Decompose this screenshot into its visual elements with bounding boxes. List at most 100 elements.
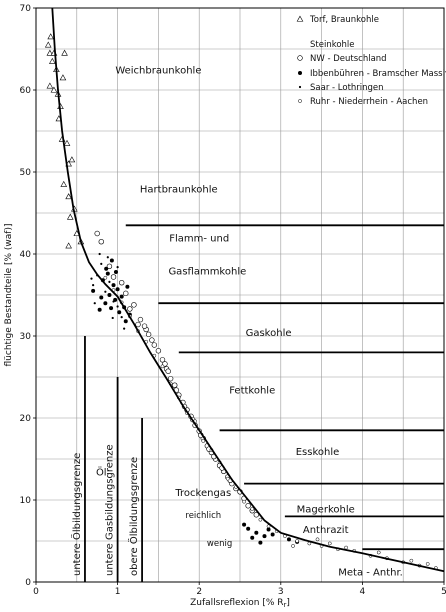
data-point-series-2 [105,271,110,276]
annotation-label: wenig [207,539,232,549]
rank-boundaries [125,224,444,551]
data-point-series-2 [111,283,116,288]
data-point-series-3 [98,252,101,256]
data-point-series-0 [46,82,54,89]
region-label: Gaskohle [246,328,292,339]
data-point-series-1 [94,230,100,237]
legend-marker [298,85,302,89]
data-point-series-1 [172,382,178,388]
data-point-series-4 [160,364,165,369]
data-point-series-2 [250,535,255,540]
legend-group-title: Steinkohle [310,40,355,50]
region-label: Anthrazit [303,525,349,536]
data-point-series-1 [118,280,125,286]
legend-entry-torf: Torf, Braunkohle [309,15,379,25]
data-point-series-4 [409,558,414,563]
data-point-series-3 [120,316,123,319]
x-axis-label: Zufallsreflexion [% Rr] [190,598,290,609]
data-point-series-1 [155,348,162,354]
data-point-series-2 [254,530,259,535]
data-point-series-1 [145,331,152,338]
data-point-series-2 [125,284,130,289]
plot-frame [35,7,445,583]
y-tick-label: 20 [20,414,32,424]
threshold-label: untere Gasbildungsgrenze [105,444,116,576]
data-point-series-3 [100,262,103,265]
threshold-label: untere Ölbildungsgrenze [70,453,83,576]
y-axis-label: flüchtige Bestandteile [% (waf)] [4,224,14,367]
trend-curve [51,7,445,573]
data-point-series-0 [44,41,52,48]
data-point-series-1 [151,342,158,348]
legend-entry-ibbenbuehren: Ibbenbühren - Bramscher Massiv [310,69,446,79]
data-point-series-4 [315,537,320,542]
region-label: Fettkohle [229,385,275,396]
data-point-series-0 [50,86,58,93]
x-tick-label: 5 [441,587,446,597]
data-point-series-2 [242,522,247,527]
data-point-series-1 [98,239,104,245]
data-point-series-2 [246,526,251,531]
generation-thresholds: untere Ölbildungsgrenze untere Gasbildung… [70,336,143,582]
data-point-series-1 [135,321,141,328]
data-point-series-3 [108,280,111,283]
annotation-label: reichlich [185,511,221,521]
data-point-series-4 [291,544,295,548]
data-point-series-0 [68,156,76,163]
data-point-series-4 [376,550,381,555]
data-point-series-2 [103,301,108,306]
data-point-series-3 [116,266,119,269]
data-point-series-3 [106,256,109,259]
data-point-series-2 [104,266,109,271]
data-point-series-2 [262,534,267,539]
region-label: Flamm- und [169,234,229,245]
region-label: Esskohle [296,447,340,458]
data-point-series-3 [123,327,126,330]
data-point-series-3 [111,316,114,320]
data-point-series-4 [327,541,332,546]
legend-marker [296,15,304,22]
data-point-series-3 [112,300,115,303]
data-point-series-4 [225,476,230,481]
data-point-series-1 [123,290,129,297]
legend-entry-saar: Saar - Lothringen [310,83,384,93]
x-tick-label: 1 [115,587,121,597]
data-point-series-1 [127,306,133,312]
region-label: Meta - Anthr. [338,567,403,578]
data-point-series-4 [295,539,299,543]
data-point-series-2 [270,532,275,537]
data-point-series-1 [141,323,148,329]
legend-markers [296,15,304,103]
region-label: Hartbraunkohle [140,185,218,196]
y-tick-label: 40 [20,250,32,260]
data-point-series-3 [104,290,107,293]
annotations: Öl Trockengas reichlich wenig [96,465,232,549]
data-point-series-2 [113,270,118,275]
y-tick-label: 70 [20,4,32,14]
y-tick-label: 50 [20,168,32,178]
region-label: Weichbraunkohle [115,66,201,77]
data-point-series-0 [65,242,72,249]
x-tick-label: 4 [360,587,366,597]
y-tick-label: 30 [20,332,32,342]
data-point-series-4 [250,507,255,511]
data-point-series-3 [90,277,93,280]
data-point-series-4 [344,545,348,550]
y-tick-label: 10 [20,496,32,506]
data-point-series-1 [159,357,166,363]
data-point-series-4 [258,517,263,522]
x-tick-label: 2 [196,587,202,597]
grid [35,7,445,583]
legend-marker [297,55,303,61]
data-point-series-0 [66,213,74,220]
data-point-series-2 [109,258,114,263]
data-point-series-4 [425,562,430,566]
data-point-series-0 [65,193,72,200]
data-point-series-4 [242,499,246,504]
data-point-series-0 [63,139,71,146]
data-point-series-0 [46,49,54,56]
data-point-series-0 [61,49,68,56]
data-point-series-0 [59,74,67,81]
data-point-series-4 [201,439,206,443]
